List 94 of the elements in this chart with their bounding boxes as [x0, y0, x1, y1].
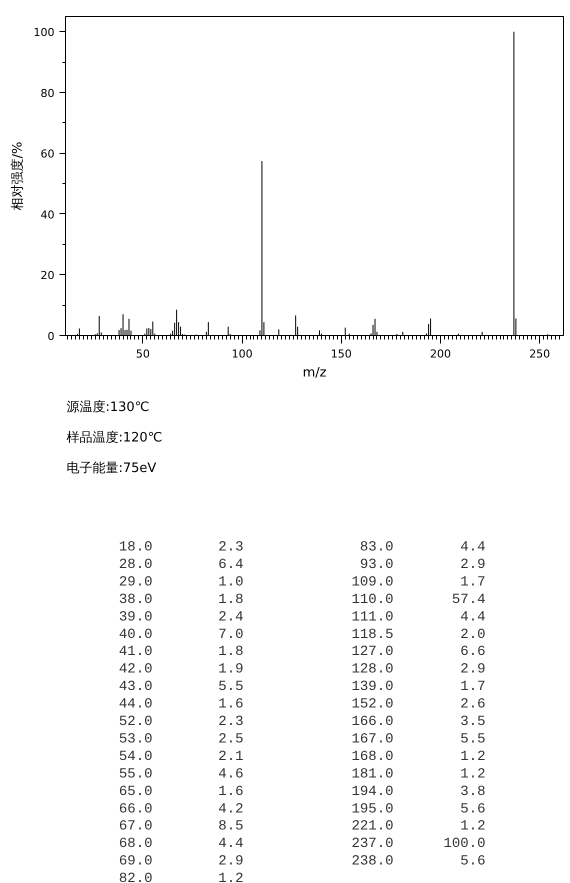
text: 1.9: [218, 662, 244, 678]
text: 69.0: [118, 854, 153, 870]
text: 7.0: [218, 626, 244, 643]
text: 18.0: [118, 540, 153, 556]
y-tick-label: 0: [48, 330, 54, 343]
text: 1.7: [460, 679, 486, 696]
text: 2.3: [218, 540, 244, 556]
text: 44.0: [118, 696, 153, 713]
text: 68.0: [118, 836, 153, 852]
text: 样品温度:120℃: [66, 430, 162, 446]
y-tick-label: 20: [40, 269, 55, 282]
y-tick-label: 40: [40, 208, 55, 222]
text: 39.0: [118, 609, 153, 626]
text: 181.0: [351, 766, 394, 782]
text: 4.2: [218, 801, 244, 818]
text: 168.0: [351, 748, 394, 765]
x-tick-label: 50: [136, 348, 150, 360]
text: 2.9: [460, 556, 486, 573]
text: 1.8: [218, 592, 244, 608]
text: 195.0: [351, 801, 394, 818]
text: 1.2: [218, 871, 244, 883]
text: 127.0: [351, 644, 394, 660]
text: 238.0: [351, 854, 394, 870]
text: 3.8: [460, 784, 486, 800]
text: 57.4: [452, 592, 486, 608]
text: 4.4: [460, 609, 486, 626]
text: 2.9: [460, 662, 486, 678]
text: 128.0: [351, 662, 394, 678]
x-tick-label: 250: [529, 348, 550, 360]
text: 1.0: [218, 574, 244, 590]
text: 1.2: [460, 748, 486, 765]
text: 电子能量:75eV: [66, 461, 156, 476]
text: 42.0: [118, 662, 153, 678]
text: 166.0: [351, 714, 394, 730]
text: 194.0: [351, 784, 394, 800]
text: 8.5: [218, 818, 244, 835]
x-tick-label: 100: [232, 348, 253, 360]
text: 29.0: [118, 574, 153, 590]
text: 2.9: [218, 854, 244, 870]
text: 118.5: [351, 626, 394, 643]
text: 221.0: [351, 818, 394, 835]
text: 2.4: [218, 609, 244, 626]
text: 109.0: [351, 574, 394, 590]
text: 5.5: [460, 731, 486, 748]
x-tick-label: 150: [330, 348, 352, 360]
text: 40.0: [118, 626, 153, 643]
text: 2.0: [460, 626, 486, 643]
text: 4.4: [218, 836, 244, 852]
text: 2.6: [460, 696, 486, 713]
y-tick-label: 80: [40, 86, 55, 100]
text: 167.0: [351, 731, 394, 748]
text: 2.1: [218, 748, 244, 765]
text: 67.0: [118, 818, 153, 835]
text: 源温度:130℃: [66, 399, 150, 415]
text: 38.0: [118, 592, 153, 608]
text: 2.3: [218, 714, 244, 730]
text: 1.6: [218, 784, 244, 800]
text: 1.7: [460, 574, 486, 590]
text: 43.0: [118, 679, 153, 696]
text: 2.5: [218, 731, 244, 748]
text: 55.0: [118, 766, 153, 782]
text: 237.0: [351, 836, 394, 852]
text: 5.6: [460, 801, 486, 818]
text: 28.0: [118, 556, 153, 573]
text: 5.6: [460, 854, 486, 870]
text: 82.0: [118, 871, 153, 883]
text: 152.0: [351, 696, 394, 713]
text: 83.0: [360, 540, 394, 556]
x-axis-title: m/z: [302, 366, 327, 380]
text: 6.4: [218, 556, 244, 573]
text: 5.5: [218, 679, 244, 696]
text: 4.6: [218, 766, 244, 782]
text: 1.2: [460, 766, 486, 782]
text: 3.5: [460, 714, 486, 730]
text: 6.6: [460, 644, 486, 660]
text: 1.8: [218, 644, 244, 660]
text: 41.0: [118, 644, 153, 660]
text: 111.0: [351, 609, 394, 626]
text: 53.0: [118, 731, 153, 748]
text: 1.2: [460, 818, 486, 835]
text: 93.0: [360, 556, 394, 573]
text: 139.0: [351, 679, 394, 696]
text: 1.6: [218, 696, 244, 713]
text: 52.0: [118, 714, 153, 730]
text: 4.4: [460, 540, 486, 556]
x-tick-label: 200: [430, 348, 451, 360]
text: 100.0: [443, 836, 486, 852]
text: 65.0: [118, 784, 153, 800]
y-tick-label: 100: [34, 26, 55, 40]
text: 54.0: [118, 748, 153, 765]
y-tick-label: 60: [40, 148, 55, 161]
text: 66.0: [118, 801, 153, 818]
y-axis-title: 相对强度/%: [10, 142, 26, 210]
text: 110.0: [351, 592, 394, 608]
